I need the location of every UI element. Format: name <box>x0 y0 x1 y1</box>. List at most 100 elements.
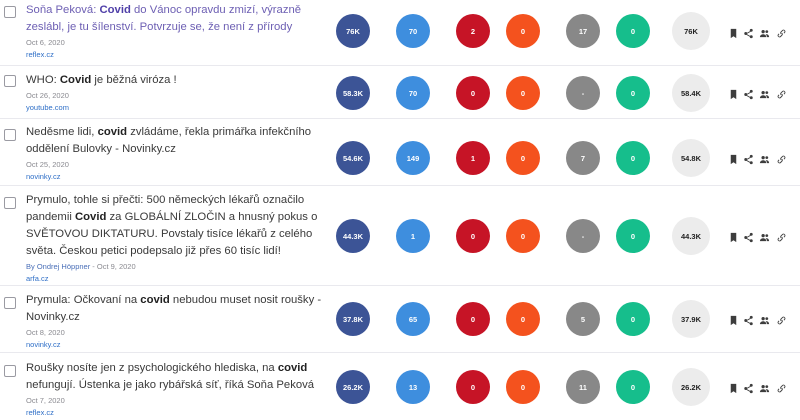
row-checkbox[interactable] <box>4 197 16 209</box>
twitter-shares-badge: 0 <box>456 370 490 404</box>
engagement-score-badge: 44.3K <box>672 217 710 255</box>
users-button[interactable] <box>758 153 770 165</box>
reddit-engagement-badge: 11 <box>566 370 600 404</box>
share-button[interactable] <box>742 314 754 326</box>
users-button[interactable] <box>758 27 770 39</box>
row-divider <box>0 65 800 66</box>
users-button[interactable] <box>758 231 770 243</box>
engagement-score-badge: 58.4K <box>672 74 710 112</box>
article-domain[interactable]: novinky.cz <box>26 340 61 349</box>
article-title[interactable]: Roušky nosíte jen z psychologického hled… <box>26 360 326 394</box>
link-button[interactable] <box>775 88 787 100</box>
share-button[interactable] <box>742 382 754 394</box>
share-button[interactable] <box>742 27 754 39</box>
author-name[interactable]: By Ondrej Höppner <box>26 262 91 271</box>
article-title[interactable]: WHO: Covid je běžná viróza ! <box>26 72 326 89</box>
users-icon <box>759 154 770 165</box>
bookmark-icon <box>728 89 739 100</box>
article-title[interactable]: Prymulo, tohle si přečti: 500 německých … <box>26 192 326 260</box>
users-icon <box>759 383 770 394</box>
facebook-engagement-badge: 70 <box>396 14 430 48</box>
facebook-engagement-badge: 1 <box>396 219 430 253</box>
article-domain[interactable]: reflex.cz <box>26 50 54 59</box>
users-icon <box>759 232 770 243</box>
row-checkbox[interactable] <box>4 6 16 18</box>
share-icon <box>743 232 754 243</box>
title-keyword: covid <box>277 362 308 374</box>
twitter-shares-badge: 0 <box>456 76 490 110</box>
link-button[interactable] <box>775 382 787 394</box>
bookmark-icon <box>728 154 739 165</box>
link-icon <box>776 28 787 39</box>
article-info: Prymula: Očkovaní na covid nebudou muset… <box>26 292 326 350</box>
link-button[interactable] <box>775 231 787 243</box>
link-button[interactable] <box>775 27 787 39</box>
row-divider <box>0 118 800 119</box>
twitter-shares-badge: 0 <box>456 219 490 253</box>
article-meta: Oct 7, 2020 <box>26 396 326 406</box>
article-title[interactable]: Prymula: Očkovaní na covid nebudou muset… <box>26 292 326 326</box>
row-divider <box>0 285 800 286</box>
row-checkbox[interactable] <box>4 297 16 309</box>
link-icon <box>776 383 787 394</box>
article-info: Neděsme lidi, covid zvládáme, řekla prim… <box>26 124 326 182</box>
share-button[interactable] <box>742 88 754 100</box>
pinterest-shares-badge: 0 <box>506 219 540 253</box>
twitter-shares-badge: 2 <box>456 14 490 48</box>
bookmark-button[interactable] <box>727 231 739 243</box>
reddit-engagement-badge: 7 <box>566 141 600 175</box>
users-icon <box>759 28 770 39</box>
article-domain[interactable]: arfa.cz <box>26 274 49 283</box>
row-checkbox[interactable] <box>4 365 16 377</box>
reddit-engagement-badge: 17 <box>566 14 600 48</box>
total-engagement-badge: 54.6K <box>336 141 370 175</box>
engagement-score-badge: 76K <box>672 12 710 50</box>
row-checkbox[interactable] <box>4 75 16 87</box>
row-checkbox[interactable] <box>4 129 16 141</box>
bookmark-button[interactable] <box>727 27 739 39</box>
pinterest-shares-badge: 0 <box>506 302 540 336</box>
bookmark-button[interactable] <box>727 314 739 326</box>
link-button[interactable] <box>775 314 787 326</box>
total-engagement-badge: 37.8K <box>336 302 370 336</box>
title-keyword: Covid <box>74 211 107 223</box>
share-icon <box>743 89 754 100</box>
pinterest-shares-badge: 0 <box>506 141 540 175</box>
bookmark-icon <box>728 383 739 394</box>
number-of-links-badge: 0 <box>616 370 650 404</box>
bookmark-button[interactable] <box>727 382 739 394</box>
number-of-links-badge: 0 <box>616 76 650 110</box>
users-button[interactable] <box>758 314 770 326</box>
publish-date: Oct 7, 2020 <box>26 396 65 405</box>
article-title[interactable]: Neděsme lidi, covid zvládáme, řekla prim… <box>26 124 326 158</box>
pinterest-shares-badge: 0 <box>506 76 540 110</box>
reddit-engagement-badge: 5 <box>566 302 600 336</box>
title-text: Prymulo, tohle si přečti: 500 německých … <box>26 194 305 223</box>
twitter-shares-badge: 1 <box>456 141 490 175</box>
article-domain[interactable]: novinky.cz <box>26 172 61 181</box>
engagement-score-badge: 26.2K <box>672 368 710 406</box>
users-button[interactable] <box>758 382 770 394</box>
facebook-engagement-badge: 70 <box>396 76 430 110</box>
article-domain[interactable]: reflex.cz <box>26 408 54 417</box>
title-text: nefungují. Ústenka je jako rybářská síť,… <box>26 379 315 391</box>
link-button[interactable] <box>775 153 787 165</box>
share-button[interactable] <box>742 153 754 165</box>
article-info: Soňa Peková: Covid do Vánoc opravdu zmiz… <box>26 2 326 60</box>
title-keyword: covid <box>140 294 170 306</box>
article-domain[interactable]: youtube.com <box>26 103 69 112</box>
total-engagement-badge: 26.2K <box>336 370 370 404</box>
link-icon <box>776 154 787 165</box>
share-icon <box>743 28 754 39</box>
bookmark-icon <box>728 315 739 326</box>
share-button[interactable] <box>742 231 754 243</box>
publish-date: Oct 6, 2020 <box>26 38 65 47</box>
users-button[interactable] <box>758 88 770 100</box>
total-engagement-badge: 76K <box>336 14 370 48</box>
users-icon <box>759 89 770 100</box>
reddit-engagement-badge: - <box>566 219 600 253</box>
bookmark-button[interactable] <box>727 88 739 100</box>
article-title[interactable]: Soňa Peková: Covid do Vánoc opravdu zmiz… <box>26 2 326 36</box>
article-meta: Oct 8, 2020 <box>26 328 326 338</box>
bookmark-button[interactable] <box>727 153 739 165</box>
